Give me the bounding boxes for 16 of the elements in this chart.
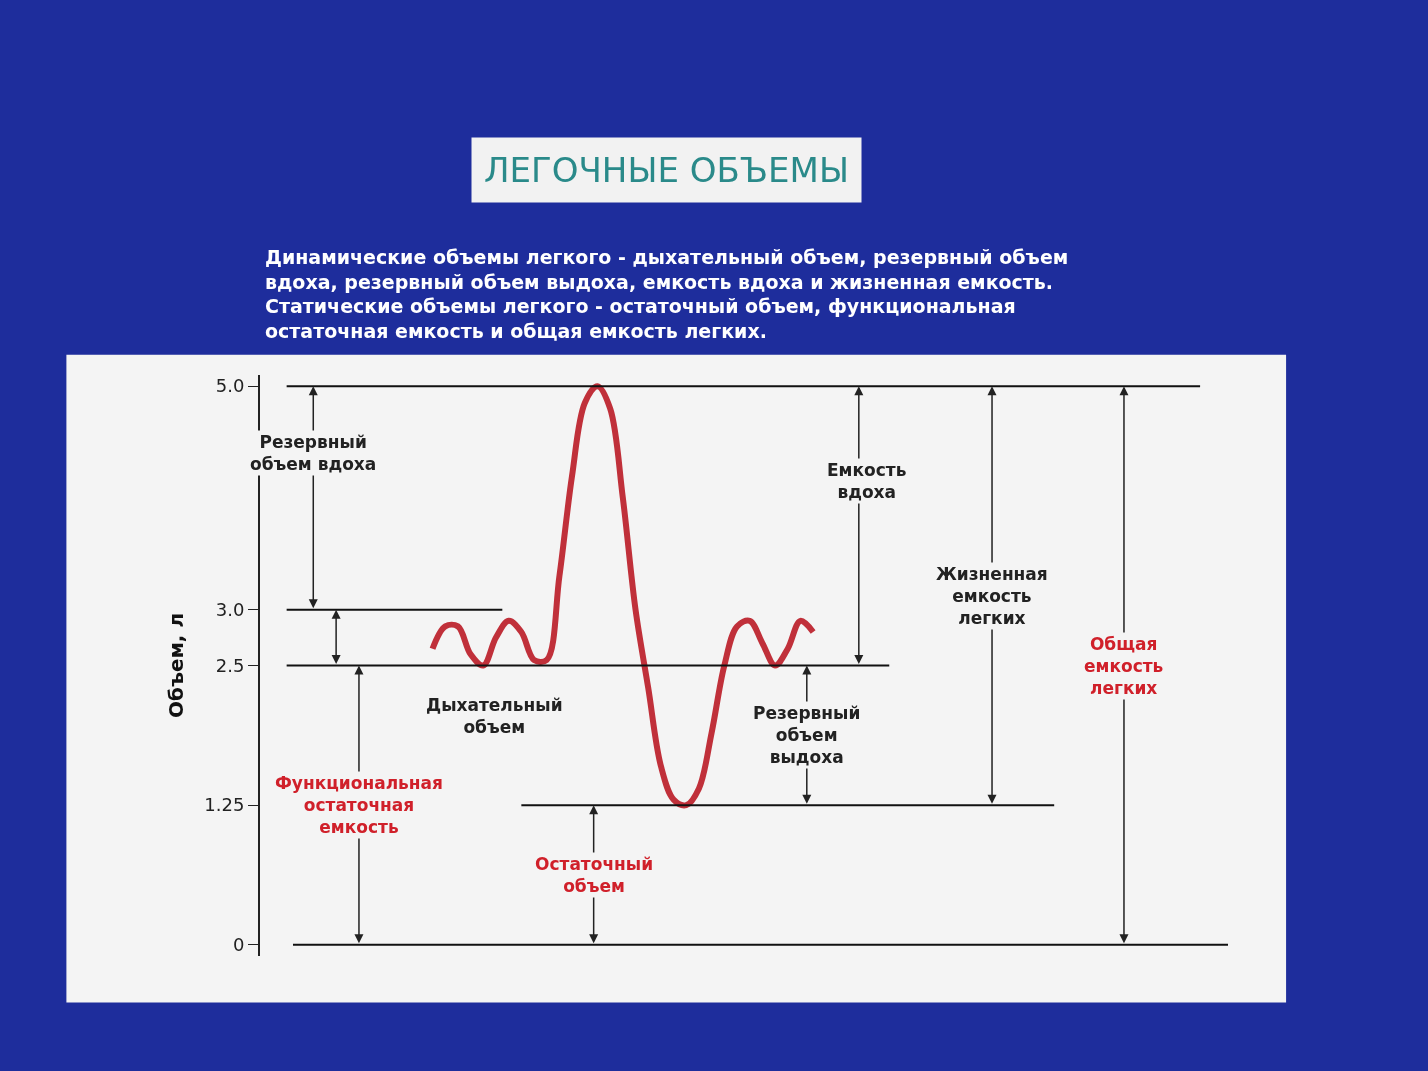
annotation: Остаточный объем [535,854,654,897]
annotation: Резервный объем выдоха [753,703,861,768]
text: Жизненная емкость легких [936,564,1048,629]
text: Общая емкость легких [1084,634,1164,699]
y-tick-label: 3.0 [215,598,245,620]
y-tick-label: 2.5 [215,654,245,676]
annotation: Дыхательный объем [426,695,563,738]
text: Резервный объем вдоха [250,432,377,475]
chart-title: ЛЕГОЧНЫЕ ОБЪЕМЫ [484,150,849,190]
annotation: Функциональная остаточная емкость [275,773,443,838]
y-axis-title: Объем, л [164,612,189,719]
y-tick-label: 0 [232,934,245,956]
y-tick-label: 5.0 [215,375,245,397]
text: Емкость вдоха [827,460,907,503]
chart-subtitle: Динамические объемы легкого - дыхательный объем, резервный объем вдоха, резервный объем выдоха, емкость вдоха и жизненная емкость. Статические объемы легкого - остаточный объем, функциональная остаточная емкость и общая емкость легких. [265,246,1069,343]
y-tick-label: 1.25 [204,794,245,816]
